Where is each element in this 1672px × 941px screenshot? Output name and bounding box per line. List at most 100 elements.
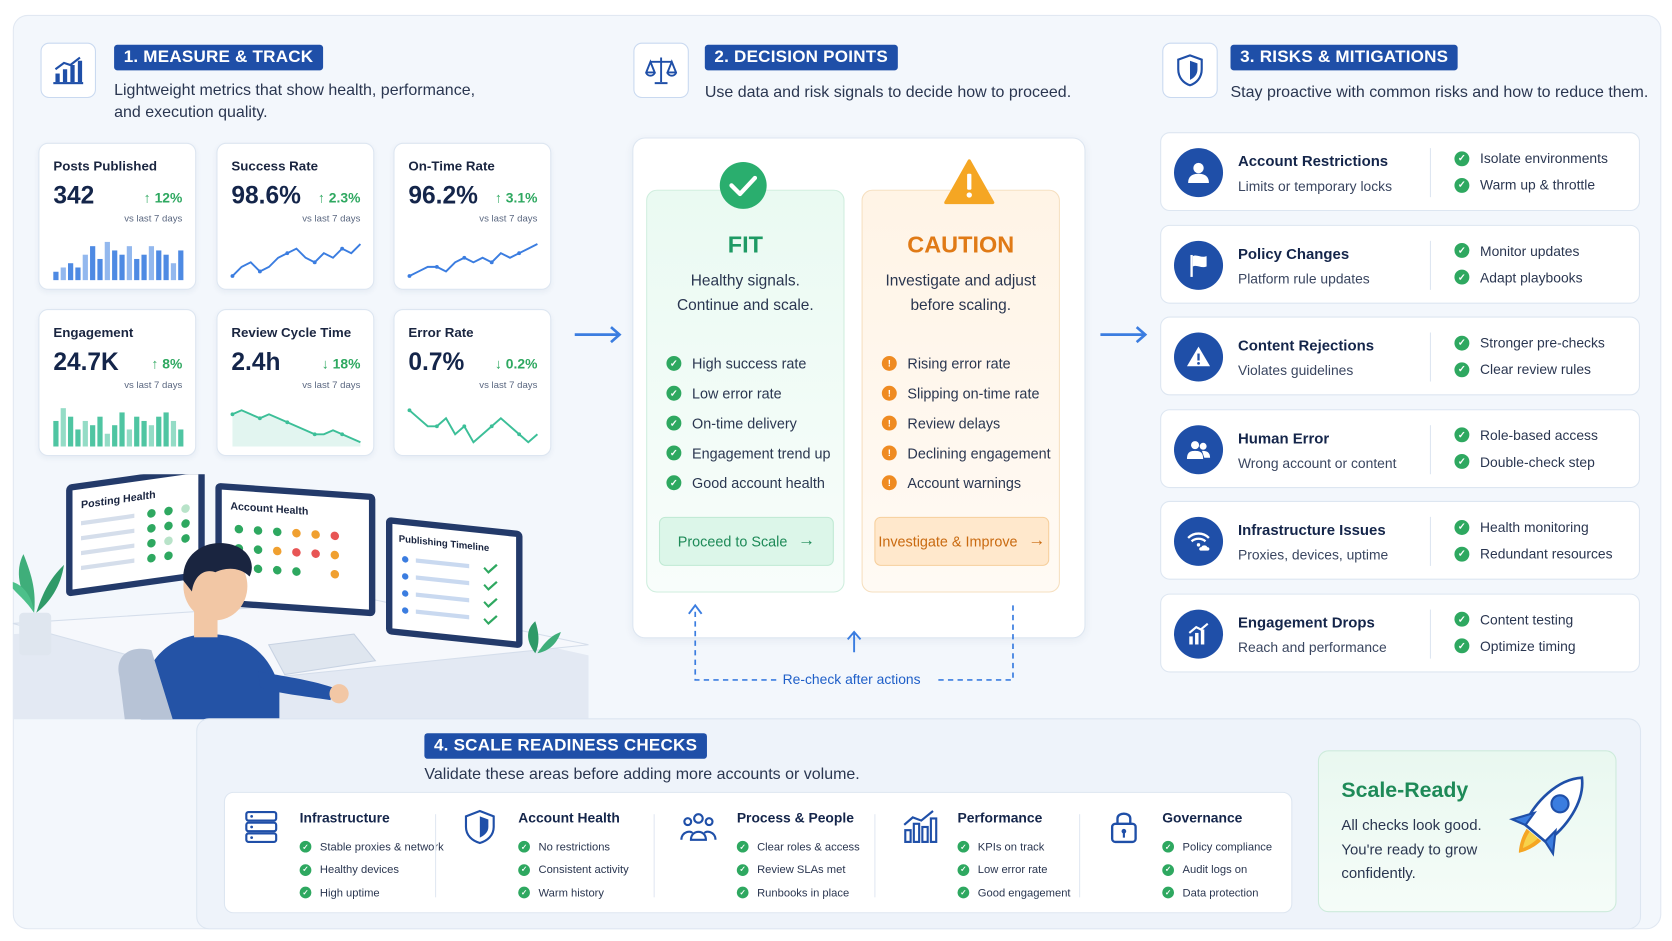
check-item: ✓ Stable proxies & network bbox=[299, 836, 444, 859]
divider bbox=[435, 814, 437, 898]
warning-icon bbox=[1173, 332, 1224, 382]
alert-icon: ! bbox=[881, 355, 897, 371]
check-icon: ✓ bbox=[666, 475, 682, 491]
sparkline-line bbox=[232, 409, 361, 444]
mitigation-text: Isolate environments bbox=[1480, 150, 1608, 167]
check-item-text: Stable proxies & network bbox=[319, 840, 444, 854]
divider bbox=[1079, 814, 1081, 898]
divider bbox=[1429, 424, 1431, 474]
check-icon: ✓ bbox=[736, 841, 749, 853]
divider bbox=[1429, 240, 1431, 290]
divider bbox=[874, 814, 876, 898]
signal-text: Account warnings bbox=[907, 474, 1022, 491]
risk-card: Policy Changes Platform rule updates ✓ Moni… bbox=[1160, 224, 1640, 304]
signal-item: ✓ Engagement trend up bbox=[666, 438, 830, 468]
risk-card: Engagement Drops Reach and performance ✓ Co… bbox=[1160, 593, 1640, 672]
sparkline-point bbox=[407, 408, 412, 413]
check-icon: ✓ bbox=[1454, 546, 1470, 562]
check-icon: ✓ bbox=[1454, 519, 1470, 535]
risk-title: Engagement Drops bbox=[1237, 613, 1375, 631]
check-item-text: Low error rate bbox=[977, 863, 1048, 877]
mitigation-text: Stronger pre-checks bbox=[1480, 334, 1605, 351]
check-icon: ✓ bbox=[666, 415, 682, 431]
metric-delta: ↓ 18% bbox=[321, 355, 361, 372]
metric-sparkline bbox=[53, 408, 184, 447]
sparkline-bar bbox=[126, 246, 132, 281]
signal-item: ✓ Low error rate bbox=[666, 378, 830, 408]
divider bbox=[1429, 148, 1431, 198]
sparkline-bar bbox=[53, 271, 59, 281]
arrow-right-icon: → bbox=[1028, 531, 1046, 550]
signal-text: On-time delivery bbox=[692, 415, 797, 432]
check-group-title: Performance bbox=[957, 809, 1043, 826]
check-item-text: Healthy devices bbox=[319, 863, 399, 877]
signal-text: Declining engagement bbox=[907, 444, 1051, 461]
check-item: ✓ No restrictions bbox=[518, 836, 628, 859]
metric-card: Review Cycle Time 2.4h ↓ 18% vs last 7 days bbox=[216, 309, 375, 457]
sparkline-point bbox=[462, 424, 467, 429]
metric-sparkline bbox=[53, 241, 184, 281]
check-icon: ✓ bbox=[957, 841, 970, 853]
balance-scale-icon bbox=[633, 42, 689, 99]
mitigation-text: Health monitoring bbox=[1480, 518, 1589, 535]
mitigation-text: Adapt playbooks bbox=[1480, 269, 1583, 286]
risk-description: Violates guidelines bbox=[1237, 362, 1354, 379]
risks-subtitle: Stay proactive with common risks and how… bbox=[1230, 83, 1649, 102]
check-icon: ✓ bbox=[736, 886, 749, 899]
mitigation-text: Optimize timing bbox=[1480, 637, 1576, 654]
sparkline-bar bbox=[90, 425, 96, 447]
metric-comparison: vs last 7 days bbox=[124, 379, 183, 391]
sparkline-bar bbox=[148, 246, 155, 281]
metric-label: Posts Published bbox=[53, 158, 158, 174]
check-item: ✓ Data protection bbox=[1162, 881, 1272, 904]
metric-delta: ↑ 12% bbox=[143, 189, 183, 206]
proceed-to-scale-button[interactable]: Proceed to Scale → bbox=[658, 516, 834, 566]
fit-signal-list: ✓ High success rate ✓ Low error rate ✓ On-tim… bbox=[666, 348, 830, 497]
fit-description-line1: Healthy signals. bbox=[690, 272, 800, 290]
check-icon: ✓ bbox=[1454, 242, 1470, 258]
check-icon: ✓ bbox=[1454, 427, 1470, 443]
arrow-right-icon: → bbox=[798, 531, 816, 550]
sparkline-point bbox=[489, 260, 494, 265]
readiness-check-group: Process & People ✓ Clear roles & access ✓ Re… bbox=[662, 793, 875, 914]
check-item: ✓ Good engagement bbox=[957, 881, 1071, 904]
decision-subtitle: Use data and risk signals to decide how … bbox=[704, 83, 1072, 102]
sparkline-point bbox=[230, 274, 235, 278]
caution-description-line2: before scaling. bbox=[910, 297, 1012, 315]
check-item-text: Policy compliance bbox=[1182, 840, 1273, 854]
check-group-title: Account Health bbox=[518, 809, 620, 826]
sparkline-bar bbox=[60, 408, 66, 447]
measure-subtitle-line1: Lightweight metrics that show health, pe… bbox=[114, 80, 476, 100]
sparkline-point bbox=[340, 246, 345, 251]
rocket-icon bbox=[1508, 776, 1584, 857]
check-item-text: High uptime bbox=[319, 886, 380, 900]
divider bbox=[1429, 516, 1431, 566]
signal-text: Low error rate bbox=[692, 385, 782, 402]
check-item: ✓ Low error rate bbox=[957, 858, 1071, 881]
signal-text: Good account health bbox=[692, 474, 825, 491]
alert-icon: ! bbox=[881, 475, 897, 491]
sparkline-bar bbox=[178, 250, 184, 281]
sparkline-point bbox=[285, 420, 290, 425]
mitigation-item: ✓ Isolate environments bbox=[1454, 150, 1608, 167]
metric-value: 2.4h bbox=[231, 347, 281, 376]
sparkline-bar bbox=[134, 416, 140, 447]
metric-label: Success Rate bbox=[231, 158, 319, 174]
readiness-check-group: Infrastructure ✓ Stable proxies & network ✓… bbox=[225, 793, 444, 914]
server-icon bbox=[242, 808, 280, 846]
signal-text: Rising error rate bbox=[907, 355, 1011, 372]
check-item-text: Warm history bbox=[538, 886, 605, 900]
check-item: ✓ Audit logs on bbox=[1162, 858, 1272, 881]
check-icon: ✓ bbox=[666, 385, 682, 401]
scale-ready-title: Scale-Ready bbox=[1341, 779, 1469, 803]
mitigation-item: ✓ Monitor updates bbox=[1454, 242, 1579, 258]
investigate-improve-button[interactable]: Investigate & Improve → bbox=[874, 516, 1050, 566]
risk-title: Policy Changes bbox=[1237, 244, 1350, 262]
measure-subtitle-line2: and execution quality. bbox=[114, 103, 268, 122]
sparkline-point bbox=[434, 424, 439, 429]
mitigation-text: Warm up & throttle bbox=[1480, 176, 1596, 193]
risk-description: Wrong account or content bbox=[1237, 454, 1397, 471]
scale-ready-line3: confidently. bbox=[1341, 864, 1416, 882]
mitigation-item: ✓ Optimize timing bbox=[1454, 637, 1576, 654]
check-icon: ✓ bbox=[666, 445, 682, 461]
